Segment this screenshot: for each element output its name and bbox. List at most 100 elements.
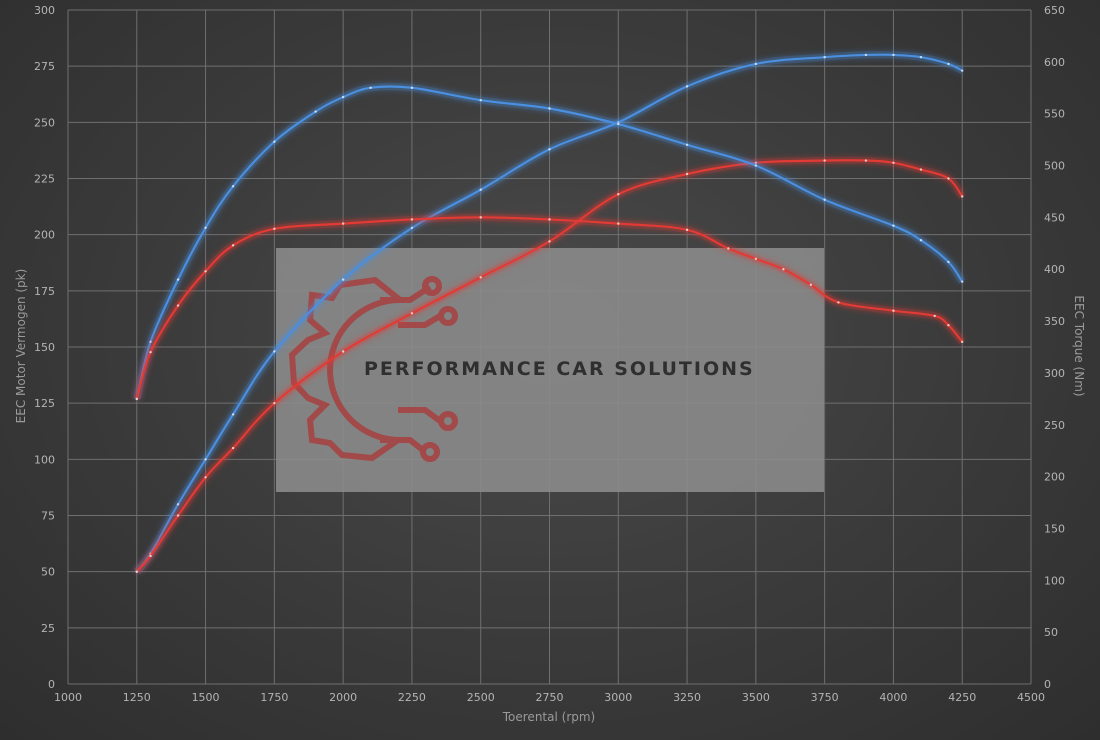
data-point (341, 222, 345, 225)
data-point (961, 195, 964, 198)
data-point (135, 397, 138, 401)
data-point (273, 140, 276, 143)
y-right-tick-label: 400 (1044, 263, 1065, 276)
data-point (947, 260, 950, 264)
y-left-tick-label: 150 (34, 341, 55, 354)
watermark: PERFORMANCE CAR SOLUTIONS (276, 248, 824, 492)
y-right-tick-label: 300 (1044, 367, 1065, 380)
data-point (837, 301, 840, 304)
y-right-tick-label: 250 (1044, 419, 1065, 432)
data-point (782, 268, 785, 271)
data-point (947, 62, 950, 66)
data-point (273, 227, 276, 230)
data-point (617, 122, 620, 126)
data-point (135, 570, 138, 573)
y-left-tick-label: 225 (34, 173, 55, 186)
data-point (961, 69, 964, 72)
data-point (823, 198, 826, 201)
data-point (369, 86, 372, 89)
y-right-tick-label: 500 (1044, 160, 1065, 173)
series-3-right (133, 82, 966, 401)
data-point (176, 503, 180, 506)
x-axis-title: Toerental (rpm) (502, 710, 595, 724)
y-right-tick-label: 450 (1044, 211, 1065, 224)
y-left-tick-label: 300 (34, 4, 55, 17)
y-left-tick-label: 175 (34, 285, 55, 298)
y-left-tick-label: 275 (34, 60, 55, 73)
data-point (149, 340, 152, 344)
data-point (892, 309, 895, 312)
data-point (892, 224, 895, 227)
data-point (685, 228, 689, 232)
x-tick-label: 3750 (811, 691, 839, 704)
watermark-box (276, 248, 824, 492)
data-point (149, 350, 152, 354)
data-point (204, 476, 207, 479)
x-tick-label: 3250 (673, 691, 701, 704)
x-tick-label: 4250 (948, 691, 976, 704)
data-point (919, 55, 923, 59)
data-point (410, 312, 414, 315)
y-right-tick-label: 50 (1044, 626, 1058, 639)
data-point (231, 185, 235, 188)
x-tick-label: 2500 (467, 691, 495, 704)
x-tick-label: 2750 (536, 691, 564, 704)
y-left-tick-label: 200 (34, 229, 55, 242)
x-tick-label: 1250 (123, 691, 151, 704)
x-tick-label: 3500 (742, 691, 770, 704)
data-point (479, 276, 482, 279)
data-point (231, 413, 235, 416)
series-4-right (133, 213, 965, 401)
data-point (617, 193, 620, 196)
y-right-tick-label: 200 (1044, 471, 1065, 484)
data-point (548, 218, 551, 221)
y-left-tick-label: 75 (41, 510, 55, 523)
data-point (809, 283, 813, 286)
data-point (176, 304, 180, 307)
y-axis-left-title: EEC Motor Vermogen (pk) (14, 269, 28, 424)
data-point (410, 86, 414, 89)
data-point (864, 159, 868, 162)
data-point (961, 340, 964, 344)
data-point (754, 164, 758, 167)
data-point (947, 177, 950, 180)
data-point (727, 247, 730, 250)
data-point (410, 226, 414, 230)
data-point (685, 85, 689, 88)
data-point (823, 55, 826, 59)
y-left-tick-label: 50 (41, 566, 55, 579)
data-point (176, 514, 180, 517)
data-point (410, 218, 414, 221)
data-point (823, 159, 826, 162)
data-point (204, 458, 207, 461)
data-point (273, 401, 276, 405)
y-right-tick-label: 0 (1044, 678, 1051, 691)
data-point (341, 278, 345, 281)
series-2-left (134, 156, 966, 575)
y-left-tick-label: 100 (34, 453, 55, 466)
data-point (479, 188, 482, 191)
data-point (273, 350, 276, 353)
data-point (961, 280, 964, 283)
series-1-left (134, 51, 964, 574)
y-left-tick-label: 25 (41, 622, 55, 635)
y-right-tick-label: 650 (1044, 4, 1065, 17)
watermark-text: PERFORMANCE CAR SOLUTIONS (364, 358, 755, 380)
series (133, 51, 966, 575)
data-point (176, 278, 180, 281)
data-point (548, 148, 551, 151)
series-line (135, 216, 964, 400)
x-tick-label: 1000 (54, 691, 82, 704)
data-point (231, 244, 235, 247)
y-axis-right-title: EEC Torque (Nm) (1072, 295, 1086, 396)
data-point (231, 446, 235, 450)
y-right-tick-label: 600 (1044, 56, 1065, 69)
y-right-tick-label: 550 (1044, 108, 1065, 121)
data-point (754, 257, 758, 261)
x-tick-label: 4000 (879, 691, 907, 704)
data-point (892, 53, 895, 57)
x-tick-label: 1750 (260, 691, 288, 704)
data-point (548, 240, 551, 243)
data-point (479, 99, 482, 102)
